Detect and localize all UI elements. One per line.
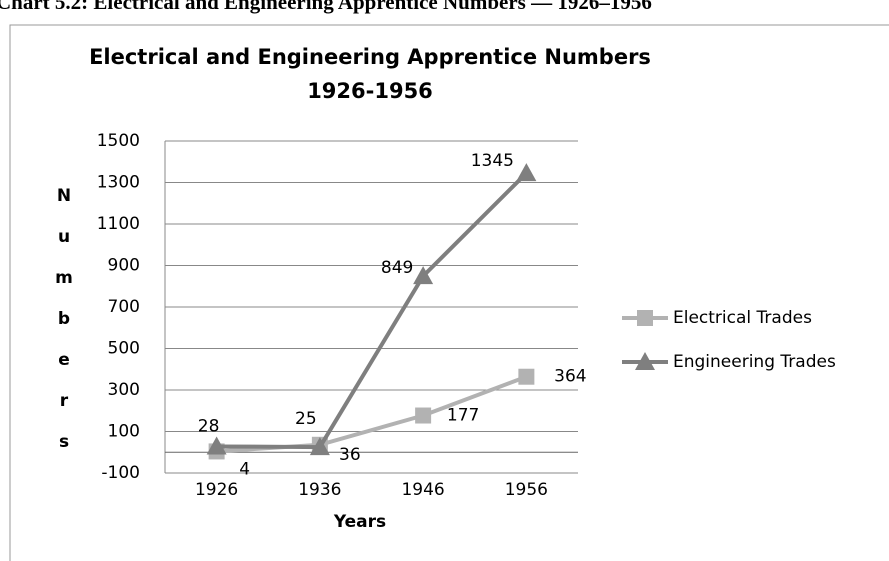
data-label: 36 <box>339 445 361 465</box>
x-tick-label: 1956 <box>505 480 548 500</box>
y-tick-label: 300 <box>108 380 140 400</box>
chart-title: Electrical and Engineering Apprentice Nu… <box>89 45 651 69</box>
x-tick-label: 1946 <box>401 480 444 500</box>
y-tick-label: 900 <box>108 256 140 276</box>
y-tick-label: 1100 <box>97 214 140 234</box>
x-axis-title: Years <box>333 512 386 532</box>
y-tick-label: 500 <box>108 339 140 359</box>
legend-label: Engineering Trades <box>673 352 836 372</box>
y-tick-label: -100 <box>101 463 140 483</box>
legend-label: Electrical Trades <box>673 308 812 328</box>
point <box>415 407 432 424</box>
x-tick-label: 1926 <box>195 480 238 500</box>
caption: Chart 5.2: Electrical and Engineering Ap… <box>0 0 652 14</box>
x-tick-label: 1936 <box>298 480 341 500</box>
y-tick-label: 1300 <box>97 173 140 193</box>
data-label: 364 <box>554 367 586 387</box>
data-label: 25 <box>295 409 317 429</box>
point <box>206 436 227 455</box>
point <box>637 310 653 326</box>
y-axis-title: Numbers <box>54 186 74 473</box>
data-label: 28 <box>198 416 220 436</box>
point <box>413 266 434 285</box>
y-tick-label: 700 <box>108 297 140 317</box>
point <box>309 437 330 456</box>
y-tick-label: 100 <box>108 422 140 442</box>
y-tick-label: 1500 <box>97 131 140 151</box>
chart-title: 1926-1956 <box>307 79 433 103</box>
data-label: 177 <box>447 406 479 426</box>
point <box>635 352 655 370</box>
point <box>516 163 537 182</box>
data-label: 1345 <box>471 151 514 171</box>
data-label: 4 <box>239 459 250 479</box>
data-label: 849 <box>381 258 413 278</box>
chart-frame <box>9 24 889 561</box>
series-line <box>216 171 528 450</box>
point <box>518 368 535 385</box>
series-line <box>216 374 528 454</box>
